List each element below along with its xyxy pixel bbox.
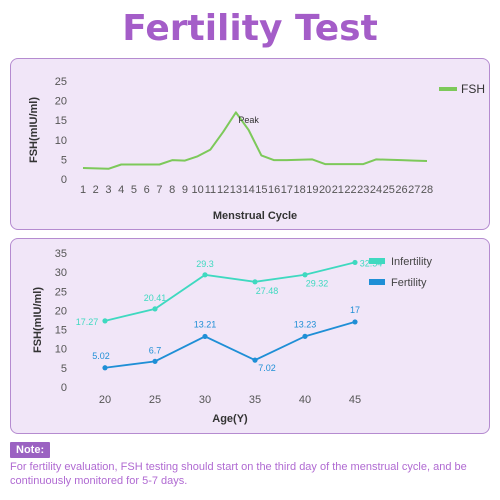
x-tick-label: 20 bbox=[319, 184, 331, 196]
peak-annotation: Peak bbox=[238, 115, 259, 125]
infertility-data-label: 27.48 bbox=[256, 286, 279, 296]
x-axis-label: Menstrual Cycle bbox=[213, 210, 297, 222]
fertility-point bbox=[202, 333, 208, 340]
fertility-data-label: 6.7 bbox=[149, 345, 162, 355]
y-tick-label: 15 bbox=[55, 325, 67, 337]
infertility-point bbox=[352, 259, 358, 266]
fertility-data-label: 7.02 bbox=[258, 363, 276, 373]
legend-swatch-infertility bbox=[369, 258, 385, 264]
legend-label-fertility: Fertility bbox=[391, 277, 427, 289]
fsh-cycle-chart-panel: 0 5 10 15 20 25 1 2 3 4 5 6 7 8 9 10 11 12 13 14 15 16 17 18 19 2… bbox=[10, 58, 490, 230]
fertility-point bbox=[302, 333, 308, 339]
y-tick-label: 10 bbox=[55, 135, 67, 147]
y-tick-label: 20 bbox=[55, 96, 67, 108]
infertility-line bbox=[104, 261, 356, 322]
y-tick-label: 0 bbox=[61, 382, 67, 394]
x-tick-label: 12 bbox=[217, 184, 229, 196]
x-tick-label: 16 bbox=[268, 184, 280, 196]
fertility-point bbox=[352, 319, 358, 325]
y-tick-label: 5 bbox=[61, 363, 67, 375]
legend-label-fsh: FSH bbox=[461, 82, 485, 96]
x-tick-label: 22 bbox=[344, 184, 356, 196]
y-tick-label: 30 bbox=[55, 267, 67, 279]
y-tick-label: 35 bbox=[55, 248, 67, 260]
fertility-point bbox=[152, 358, 158, 364]
x-axis-label: Age(Y) bbox=[212, 413, 248, 425]
x-tick-label: 2 bbox=[93, 184, 99, 196]
fertility-point bbox=[252, 357, 258, 363]
infertility-data-label: 29.3 bbox=[196, 259, 214, 269]
infertility-point bbox=[202, 272, 208, 278]
y-tick-label: 0 bbox=[61, 174, 67, 186]
y-axis-label: FSH(mIU/ml) bbox=[28, 97, 40, 163]
y-tick-label: 5 bbox=[61, 154, 67, 166]
x-tick-label: 14 bbox=[243, 184, 255, 196]
x-tick-label: 26 bbox=[395, 184, 407, 196]
x-tick-label: 23 bbox=[357, 184, 369, 196]
x-tick-label: 25 bbox=[149, 394, 161, 406]
x-tick-label: 7 bbox=[156, 184, 162, 196]
fertility-data-label: 5.02 bbox=[92, 351, 110, 361]
y-tick-label: 15 bbox=[55, 115, 67, 127]
infertility-data-label: 17.27 bbox=[76, 317, 99, 327]
infertility-point bbox=[102, 318, 108, 324]
fertility-point bbox=[102, 365, 108, 371]
legend-swatch-fertility bbox=[369, 279, 385, 285]
fertility-line bbox=[104, 321, 356, 369]
page-title: Fertility Test bbox=[122, 8, 378, 49]
note-label: Note: bbox=[10, 442, 51, 458]
fertility-data-label: 13.23 bbox=[294, 319, 317, 329]
infertility-point bbox=[302, 272, 308, 278]
x-tick-label: 20 bbox=[99, 394, 111, 406]
infertility-point bbox=[152, 306, 158, 312]
x-tick-label: 27 bbox=[408, 184, 420, 196]
x-tick-label: 18 bbox=[293, 184, 305, 196]
fertility-data-label: 17 bbox=[350, 305, 360, 315]
legend-label-infertility: Infertility bbox=[391, 256, 432, 268]
x-tick-label: 13 bbox=[230, 184, 242, 196]
infertility-data-label: 29.32 bbox=[306, 279, 329, 289]
x-tick-label: 45 bbox=[349, 394, 361, 406]
x-tick-label: 25 bbox=[383, 184, 395, 196]
infertility-point bbox=[252, 279, 258, 285]
fsh-age-chart-panel: 0 5 10 15 20 25 30 35 20 25 30 35 40 45 FSH(mIU/ml) Age… bbox=[10, 238, 490, 434]
x-tick-label: 9 bbox=[182, 184, 188, 196]
x-tick-label: 15 bbox=[255, 184, 267, 196]
note-text: For fertility evaluation, FSH testing sh… bbox=[10, 461, 467, 487]
x-tick-label: 30 bbox=[199, 394, 211, 406]
x-tick-label: 4 bbox=[118, 184, 124, 196]
fsh-line bbox=[82, 111, 428, 170]
y-tick-label: 20 bbox=[55, 305, 67, 317]
x-tick-label: 10 bbox=[192, 184, 204, 196]
x-tick-label: 1 bbox=[80, 184, 86, 196]
y-axis-label: FSH(mIU/ml) bbox=[32, 287, 44, 353]
infertility-data-label: 20.41 bbox=[144, 293, 167, 303]
x-tick-label: 35 bbox=[249, 394, 261, 406]
x-tick-label: 40 bbox=[299, 394, 311, 406]
x-tick-label: 17 bbox=[281, 184, 293, 196]
x-tick-label: 21 bbox=[332, 184, 344, 196]
x-tick-label: 6 bbox=[144, 184, 150, 196]
y-tick-label: 25 bbox=[55, 76, 67, 88]
x-tick-label: 8 bbox=[169, 184, 175, 196]
x-tick-label: 3 bbox=[105, 184, 111, 196]
x-tick-label: 28 bbox=[421, 184, 433, 196]
y-tick-label: 25 bbox=[55, 286, 67, 298]
x-tick-label: 5 bbox=[131, 184, 137, 196]
fertility-data-label: 13.21 bbox=[194, 319, 217, 329]
x-tick-label: 19 bbox=[306, 184, 318, 196]
x-tick-label: 11 bbox=[205, 184, 216, 196]
y-tick-label: 10 bbox=[55, 344, 67, 356]
fsh-age-chart: 0 5 10 15 20 25 30 35 20 25 30 35 40 45 FSH(mIU/ml) Age… bbox=[32, 248, 432, 425]
x-tick-label: 24 bbox=[370, 184, 382, 196]
